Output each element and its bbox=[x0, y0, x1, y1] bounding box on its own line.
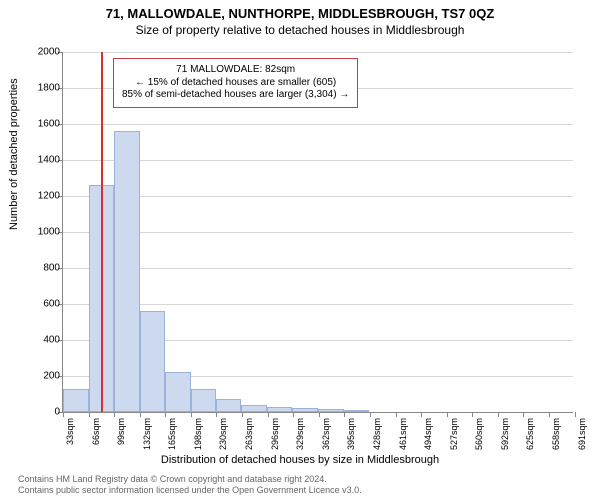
x-tick-label: 560sqm bbox=[474, 418, 484, 450]
x-tick-label: 230sqm bbox=[218, 418, 228, 450]
x-tick-mark bbox=[447, 412, 448, 417]
x-tick-mark bbox=[216, 412, 217, 417]
chart-subtitle: Size of property relative to detached ho… bbox=[0, 23, 600, 37]
x-tick-mark bbox=[191, 412, 192, 417]
y-tick-label: 1800 bbox=[24, 83, 60, 94]
y-tick-label: 1000 bbox=[24, 227, 60, 238]
footer-attribution: Contains HM Land Registry data © Crown c… bbox=[18, 474, 362, 496]
x-tick-mark bbox=[421, 412, 422, 417]
gridline bbox=[63, 124, 573, 125]
y-tick-label: 1400 bbox=[24, 155, 60, 166]
x-tick-mark bbox=[370, 412, 371, 417]
x-tick-label: 691sqm bbox=[577, 418, 587, 450]
x-tick-mark bbox=[293, 412, 294, 417]
x-tick-label: 132sqm bbox=[142, 418, 152, 450]
y-tick-label: 1600 bbox=[24, 119, 60, 130]
plot-area: 71 MALLOWDALE: 82sqm← 15% of detached ho… bbox=[62, 52, 573, 413]
x-tick-label: 428sqm bbox=[372, 418, 382, 450]
x-tick-mark bbox=[575, 412, 576, 417]
histogram-bar bbox=[292, 408, 318, 412]
y-tick-label: 2000 bbox=[24, 47, 60, 58]
footer-line2: Contains public sector information licen… bbox=[18, 485, 362, 496]
histogram-bar bbox=[165, 372, 191, 412]
histogram-bar bbox=[140, 311, 166, 412]
y-tick-label: 0 bbox=[24, 407, 60, 418]
x-tick-mark bbox=[523, 412, 524, 417]
x-tick-mark bbox=[242, 412, 243, 417]
x-tick-label: 592sqm bbox=[500, 418, 510, 450]
x-tick-mark bbox=[344, 412, 345, 417]
x-axis-label: Distribution of detached houses by size … bbox=[0, 454, 600, 466]
y-tick-label: 200 bbox=[24, 371, 60, 382]
x-tick-label: 198sqm bbox=[193, 418, 203, 450]
x-tick-mark bbox=[165, 412, 166, 417]
y-tick-label: 1200 bbox=[24, 191, 60, 202]
chart-title: 71, MALLOWDALE, NUNTHORPE, MIDDLESBROUGH… bbox=[0, 6, 600, 21]
y-tick-label: 400 bbox=[24, 335, 60, 346]
x-tick-label: 33sqm bbox=[65, 418, 75, 445]
x-tick-mark bbox=[472, 412, 473, 417]
x-tick-label: 395sqm bbox=[346, 418, 356, 450]
x-tick-mark bbox=[268, 412, 269, 417]
x-tick-mark bbox=[498, 412, 499, 417]
x-tick-mark bbox=[114, 412, 115, 417]
histogram-bar bbox=[267, 407, 293, 412]
x-tick-mark bbox=[63, 412, 64, 417]
x-tick-label: 625sqm bbox=[525, 418, 535, 450]
x-tick-label: 66sqm bbox=[91, 418, 101, 445]
x-tick-mark bbox=[140, 412, 141, 417]
x-tick-mark bbox=[549, 412, 550, 417]
footer-line1: Contains HM Land Registry data © Crown c… bbox=[18, 474, 362, 485]
x-tick-label: 329sqm bbox=[295, 418, 305, 450]
x-tick-mark bbox=[396, 412, 397, 417]
x-tick-mark bbox=[89, 412, 90, 417]
chart-title-block: 71, MALLOWDALE, NUNTHORPE, MIDDLESBROUGH… bbox=[0, 0, 600, 37]
x-tick-label: 99sqm bbox=[116, 418, 126, 445]
x-tick-label: 296sqm bbox=[270, 418, 280, 450]
x-tick-label: 263sqm bbox=[244, 418, 254, 450]
x-tick-label: 362sqm bbox=[321, 418, 331, 450]
histogram-bar bbox=[241, 405, 267, 412]
histogram-bar bbox=[114, 131, 140, 412]
y-axis-label: Number of detached properties bbox=[8, 78, 20, 230]
histogram-bar bbox=[191, 389, 217, 412]
histogram-bar bbox=[318, 409, 344, 412]
annotation-line: ← 15% of detached houses are smaller (60… bbox=[122, 77, 349, 90]
x-tick-label: 461sqm bbox=[398, 418, 408, 450]
annotation-line: 85% of semi-detached houses are larger (… bbox=[122, 89, 349, 102]
x-tick-label: 658sqm bbox=[551, 418, 561, 450]
x-tick-label: 494sqm bbox=[423, 418, 433, 450]
histogram-bar bbox=[63, 389, 89, 412]
histogram-bar bbox=[216, 399, 242, 412]
x-tick-label: 527sqm bbox=[449, 418, 459, 450]
reference-line bbox=[101, 52, 103, 412]
gridline bbox=[63, 52, 573, 53]
annotation-line: 71 MALLOWDALE: 82sqm bbox=[122, 64, 349, 77]
y-tick-label: 800 bbox=[24, 263, 60, 274]
histogram-bar bbox=[344, 410, 370, 412]
annotation-box: 71 MALLOWDALE: 82sqm← 15% of detached ho… bbox=[113, 58, 358, 108]
y-tick-label: 600 bbox=[24, 299, 60, 310]
x-tick-mark bbox=[319, 412, 320, 417]
x-tick-label: 165sqm bbox=[167, 418, 177, 450]
